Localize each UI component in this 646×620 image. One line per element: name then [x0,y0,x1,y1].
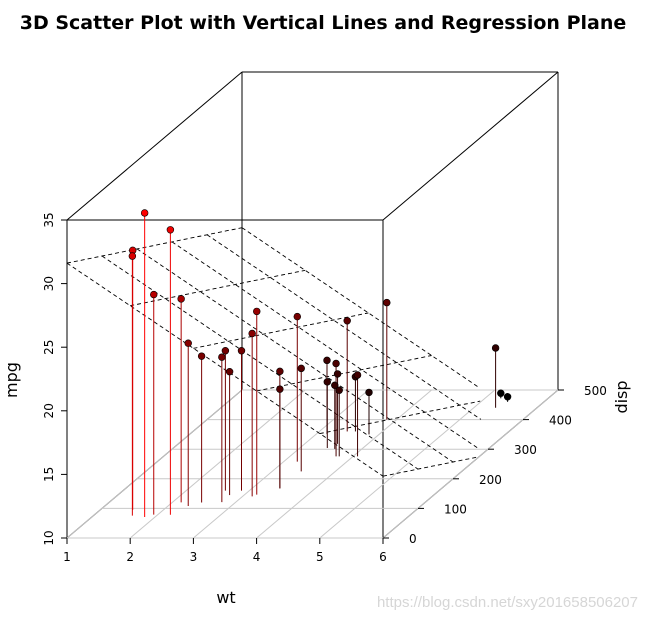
regression-plane [66,227,482,477]
data-point [293,312,301,321]
data-point [276,385,284,393]
data-point [166,226,175,234]
y-tick-label: 300 [514,443,537,457]
data-point [128,252,137,260]
grid-line-x [66,389,243,539]
x-tick-label: 3 [190,550,198,564]
grid-line-x [256,389,432,539]
data-point [503,393,512,401]
plane-line [206,234,482,420]
z-tick-label: 25 [42,340,56,355]
box-edge [382,71,559,221]
z-tick-label: 20 [42,403,56,418]
vertical-lines [131,212,509,517]
x-tick-label: 1 [63,550,71,564]
plane-line [256,355,432,392]
data-point [335,386,343,394]
data-point [331,381,339,390]
data-point [333,370,342,378]
z-tick-label: 30 [42,276,56,291]
x-axis-title: wt [216,588,235,607]
chart-title: 3D Scatter Plot with Vertical Lines and … [20,12,627,34]
data-point [225,367,234,376]
data-point [365,388,373,397]
data-point [150,290,158,299]
data-point [343,317,351,325]
grid-line-x [319,389,496,539]
y-tick-label: 400 [549,414,572,428]
data-point [218,353,226,361]
plane-line [136,248,454,463]
grid-line-x [382,389,559,539]
plot-box [66,71,559,539]
data-point [184,339,192,347]
plane-line [382,456,477,477]
data-point [297,364,305,373]
plane-line [241,227,480,388]
x-tick-label: 6 [379,550,387,564]
y-axis-title: disp [612,380,631,413]
y-tick-label: 500 [584,384,607,398]
plane-line [66,227,243,264]
watermark: https://blog.csdn.net/sxy201658506207 [377,594,638,611]
plane-line [319,400,481,435]
z-tick-label: 35 [42,212,56,227]
data-point [491,344,500,352]
y-tick-label: 200 [479,473,502,487]
data-points [128,209,512,401]
grid-line-x [193,389,369,539]
data-point [177,295,185,303]
x-tick-label: 4 [253,550,261,564]
data-point [248,329,256,338]
box-edge [66,71,243,221]
z-axis-title: mpg [2,362,21,398]
floor-grid [66,389,559,539]
data-point [140,209,149,217]
plane-line [171,241,478,449]
data-point [237,347,246,355]
axes: 1 2 3 4 5 6 10 15 20 25 30 35 0 100 200 300 400 500 [42,212,607,564]
data-point [323,356,331,365]
data-point [383,298,391,307]
plane-line [130,269,306,307]
y-tick-label: 100 [444,502,467,516]
data-point [221,347,230,355]
data-point [323,378,331,386]
x-tick-label: 2 [126,550,134,564]
z-tick-label: 15 [42,467,56,482]
grid-line-x [129,389,306,539]
data-point [197,352,206,360]
x-tick-label: 5 [316,550,324,564]
data-point [497,389,505,397]
plane-line [193,312,369,349]
y-tick-label: 0 [409,532,417,546]
data-point [276,367,284,376]
data-point [353,371,362,379]
data-point [253,307,261,316]
plane-line [101,255,419,470]
data-point [332,359,340,368]
z-tick-label: 10 [42,530,56,545]
